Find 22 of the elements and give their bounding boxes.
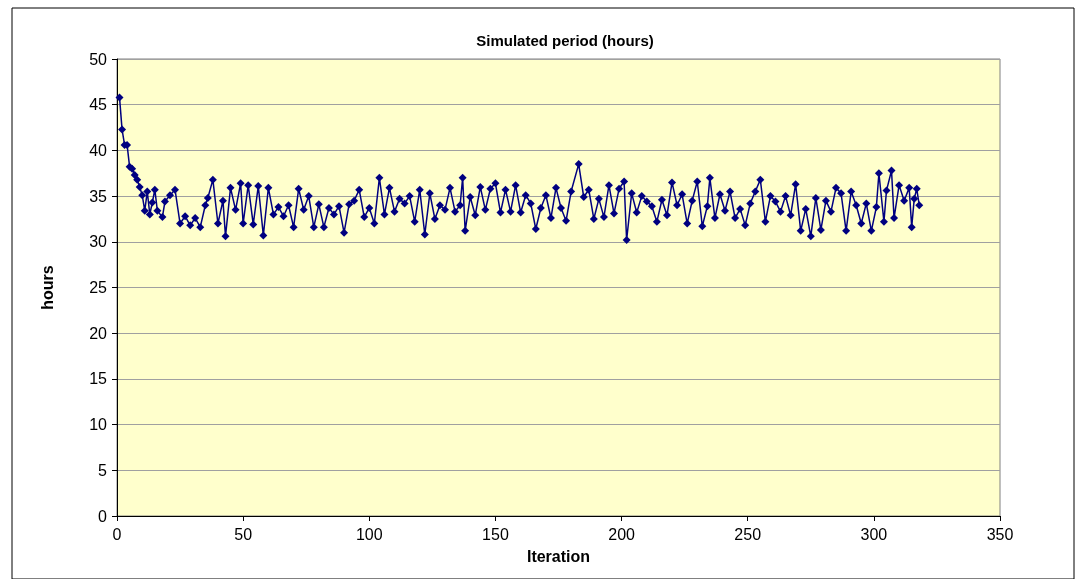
y-axis-title: hours [38,265,56,310]
chart-title: Simulated period (hours) [476,32,654,49]
y-tick-label: 15 [89,370,108,388]
y-tick-label: 10 [89,416,108,434]
x-tick-label: 350 [986,525,1014,543]
y-tick-label: 20 [89,324,108,342]
x-tick-label: 300 [860,525,888,543]
x-tick-label: 0 [112,525,122,543]
y-tick-label: 40 [89,141,108,159]
y-tick-label: 0 [98,507,108,525]
x-tick-label: 50 [234,525,253,543]
x-tick-label: 200 [608,525,636,543]
y-tick-label: 45 [89,96,108,114]
x-axis-title: Iteration [526,547,591,565]
y-tick-label: 30 [89,233,108,251]
y-tick-label: 50 [89,50,108,68]
y-tick-label: 35 [89,187,108,205]
y-tick-label: 5 [98,461,108,479]
x-tick-label: 250 [734,525,762,543]
y-tick-label: 25 [89,279,108,296]
x-tick-label: 150 [482,525,509,543]
x-tick-label: 100 [355,525,383,543]
